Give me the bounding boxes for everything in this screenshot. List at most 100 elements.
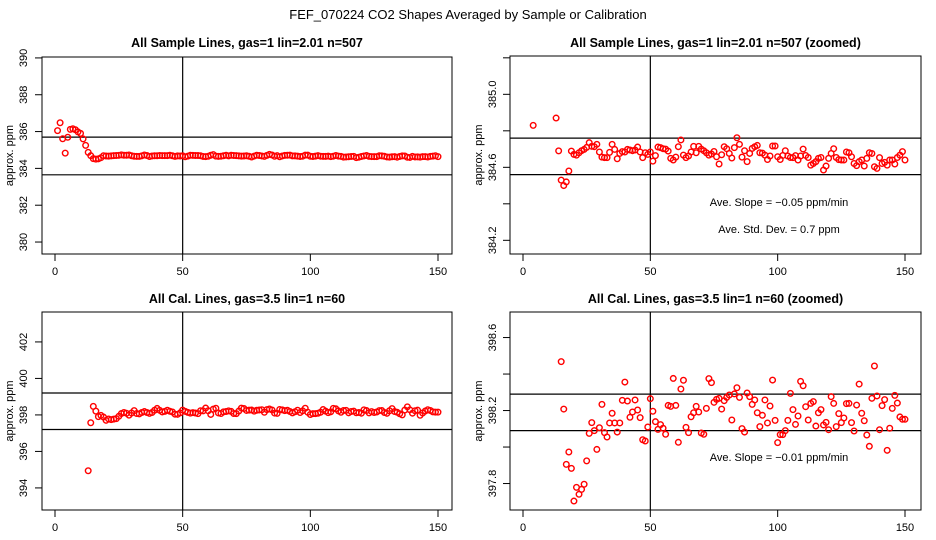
plot-frame <box>509 55 922 255</box>
x-tick-label: 50 <box>177 522 189 534</box>
data-point <box>848 419 856 427</box>
data-point <box>840 414 848 422</box>
data-point <box>901 415 909 423</box>
data-point <box>679 376 687 384</box>
data-point <box>61 149 69 157</box>
data-point <box>881 396 889 404</box>
data-point <box>776 431 784 439</box>
data-point <box>84 467 92 475</box>
data-point <box>835 410 843 418</box>
data-point <box>743 158 751 166</box>
data-point <box>738 153 746 161</box>
data-point <box>827 393 835 401</box>
x-tick-label: 50 <box>177 266 189 278</box>
data-point <box>804 153 812 161</box>
data-point <box>565 448 573 456</box>
panel-4: All Cal. Lines, gas=3.5 lin=1 n=60 (zoom… <box>473 292 922 534</box>
data-point <box>855 380 863 388</box>
data-point <box>901 156 909 164</box>
data-point <box>741 428 749 436</box>
plot-frame <box>41 56 453 255</box>
data-point <box>631 396 639 404</box>
data-point <box>850 427 858 435</box>
data-point <box>873 164 881 172</box>
data-point <box>830 399 838 407</box>
data-point <box>626 413 634 421</box>
data-point <box>888 404 896 412</box>
data-point <box>677 385 685 393</box>
y-tick-label: 384 <box>18 159 30 177</box>
x-tick-label: 0 <box>520 266 526 278</box>
data-point <box>804 416 812 424</box>
y-tick-label: 384.2 <box>487 227 499 255</box>
data-point <box>868 149 876 157</box>
data-point <box>271 409 279 417</box>
data-point <box>893 399 901 407</box>
data-point <box>565 167 573 175</box>
x-tick-label: 0 <box>52 266 58 278</box>
data-points <box>84 402 442 475</box>
data-point <box>82 141 90 149</box>
data-point <box>766 152 774 160</box>
data-point <box>606 148 614 156</box>
data-point <box>649 407 657 415</box>
x-tick-label: 100 <box>768 266 786 278</box>
data-point <box>695 408 703 416</box>
data-point <box>870 362 878 370</box>
data-point <box>786 389 794 397</box>
data-point <box>434 153 442 161</box>
data-point <box>832 423 840 431</box>
data-point <box>585 429 593 437</box>
y-tick-label: 396 <box>18 442 30 460</box>
data-point <box>842 400 850 408</box>
annotation-text: Ave. Std. Dev. = 0.7 ppm <box>718 224 840 236</box>
data-point <box>735 140 743 148</box>
data-point <box>583 457 591 465</box>
data-point <box>590 427 598 435</box>
data-point <box>822 418 830 426</box>
data-point <box>771 142 779 150</box>
data-point <box>685 429 693 437</box>
data-point <box>646 395 654 403</box>
y-tick-label: 386 <box>18 122 30 140</box>
data-point <box>54 127 62 135</box>
data-point <box>616 419 624 427</box>
data-point <box>763 419 771 427</box>
data-point <box>434 408 442 416</box>
annotation-text: Ave. Slope = −0.05 ppm/min <box>710 197 849 209</box>
data-point <box>891 391 899 399</box>
data-point <box>860 417 868 425</box>
data-point <box>858 409 866 417</box>
data-point <box>634 406 642 414</box>
data-point <box>692 402 700 410</box>
data-point <box>603 433 611 441</box>
data-point <box>651 152 659 160</box>
data-point <box>623 397 631 405</box>
data-point <box>659 424 667 432</box>
data-point <box>735 393 743 401</box>
data-point <box>649 157 657 165</box>
panel-2: All Sample Lines, gas=1 lin=2.01 n=507 (… <box>473 36 922 278</box>
data-point <box>809 398 817 406</box>
data-point <box>802 403 810 411</box>
data-point <box>580 480 588 488</box>
data-point <box>771 416 779 424</box>
y-tick-label: 384.6 <box>487 154 499 182</box>
x-tick-label: 0 <box>520 522 526 534</box>
plot-frame <box>41 311 453 511</box>
data-point <box>761 396 769 404</box>
data-point <box>730 144 738 152</box>
data-point <box>848 153 856 161</box>
data-point <box>840 156 848 164</box>
data-point <box>741 147 749 155</box>
data-point <box>644 423 652 431</box>
data-point <box>77 129 85 137</box>
data-point <box>710 147 718 155</box>
data-point <box>56 119 64 127</box>
data-point <box>863 154 871 162</box>
data-point <box>728 154 736 162</box>
data-point <box>865 442 873 450</box>
y-tick-label: 400 <box>18 369 30 387</box>
y-axis-label: approx. ppm <box>473 380 485 441</box>
